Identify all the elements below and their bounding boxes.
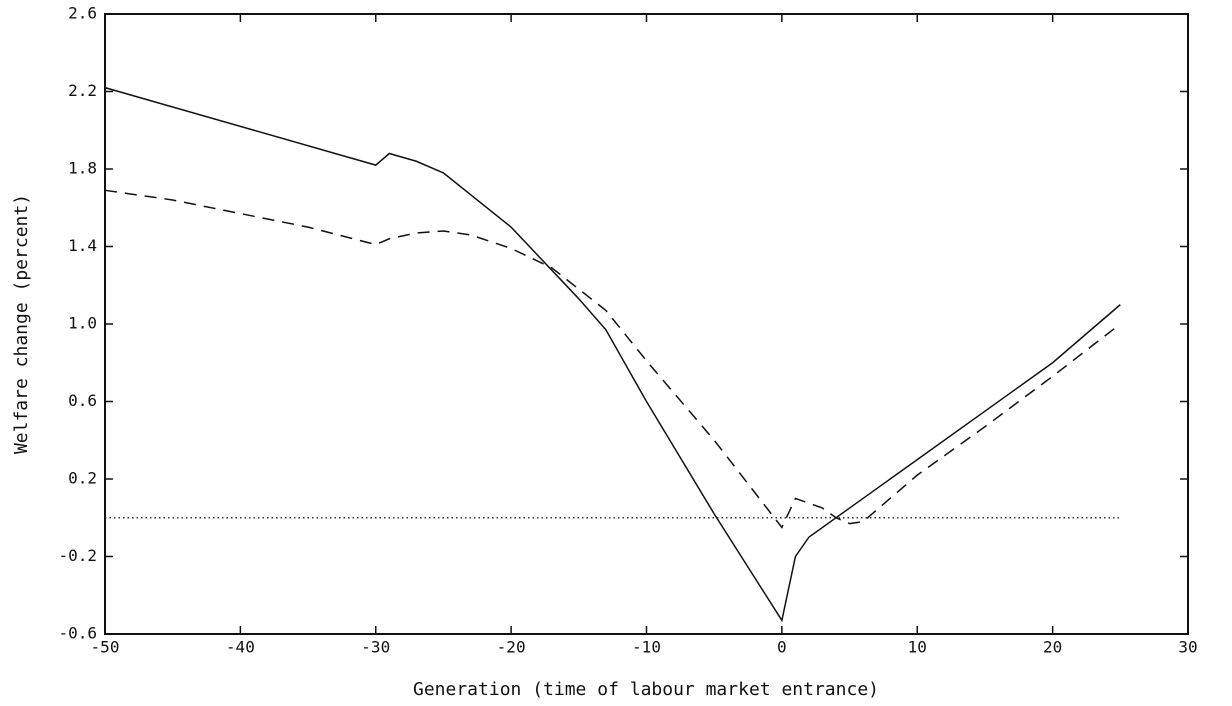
x-tick-label: 20 (1043, 638, 1062, 657)
y-axis-title: Welfare change (percent) (11, 194, 32, 454)
y-tick-label: 2.2 (68, 81, 97, 100)
y-tick-label: 0.6 (68, 391, 97, 410)
x-tick-label: -10 (632, 638, 661, 657)
plot-frame (104, 13, 1189, 635)
x-tick-label: 0 (777, 638, 787, 657)
x-tick-label: -20 (497, 638, 526, 657)
series-line (104, 86, 1121, 623)
x-tick-label: -40 (226, 638, 255, 657)
y-tick-label: 0.2 (68, 469, 97, 488)
y-tick-label: -0.2 (58, 546, 97, 565)
y-tick-label: 1.8 (68, 159, 97, 178)
y-tick-label: 1.0 (68, 314, 97, 333)
series-line (104, 189, 1121, 529)
x-tick-label: 10 (908, 638, 927, 657)
x-tick-label: -30 (361, 638, 390, 657)
x-tick-label: -50 (91, 638, 120, 657)
y-tick-label: -0.6 (58, 624, 97, 643)
y-tick-label: 2.6 (68, 4, 97, 23)
x-tick-label: 30 (1178, 638, 1197, 657)
x-axis-title: Generation (time of labour market entran… (413, 679, 879, 700)
y-tick-label: 1.4 (68, 236, 97, 255)
